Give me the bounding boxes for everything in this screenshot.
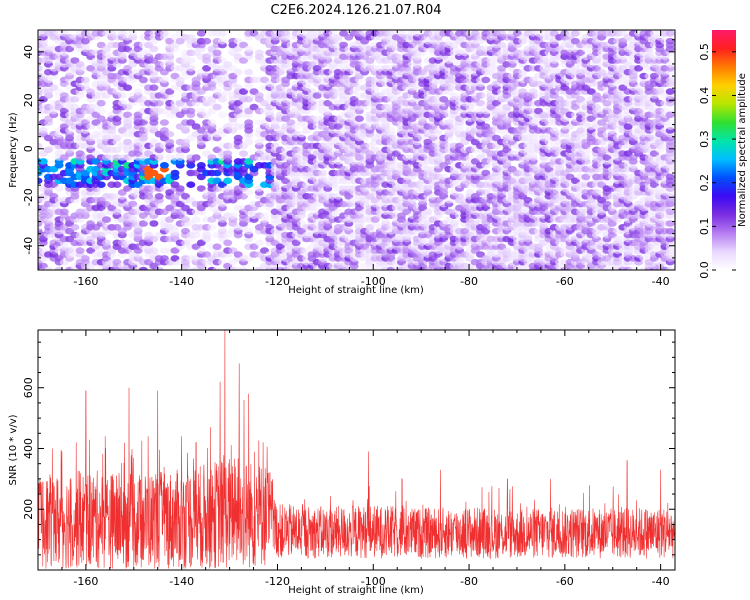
heatmap-cell — [80, 76, 90, 84]
heatmap-cell — [54, 185, 64, 192]
heatmap-cell — [223, 177, 233, 185]
heatmap-cell — [38, 177, 43, 185]
heatmap-cell — [186, 181, 196, 188]
heatmap-cell — [54, 266, 64, 270]
heatmap-cell — [112, 181, 122, 188]
heatmap-cell — [570, 30, 580, 37]
heatmap-cell — [117, 92, 127, 99]
heatmap-cell — [212, 243, 222, 250]
heatmap-cell — [223, 150, 233, 157]
heatmap-cell — [159, 119, 169, 126]
heatmap-cell — [96, 181, 106, 188]
heatmap-cell — [207, 224, 217, 231]
heatmap-cell — [75, 247, 85, 254]
heatmap-cell — [149, 45, 159, 53]
heatmap-cell — [138, 76, 148, 84]
heatmap-cell — [244, 189, 254, 196]
heatmap-cell — [102, 239, 111, 247]
heatmap-cell — [44, 266, 53, 270]
heatmap-cell — [318, 169, 327, 177]
heatmap-cell — [233, 134, 243, 142]
heatmap-cell — [239, 150, 248, 157]
heatmap-cell — [38, 142, 43, 150]
heatmap-cell — [191, 154, 201, 161]
heatmap-cell — [159, 76, 169, 84]
heatmap-cell — [186, 57, 196, 64]
heatmap-cell — [165, 130, 175, 138]
heatmap-cell — [154, 193, 164, 200]
heatmap-cell — [59, 208, 69, 216]
heatmap-cell — [354, 115, 364, 122]
heatmap-cell — [128, 30, 138, 37]
heatmap-cell — [165, 138, 175, 146]
heatmap-cell — [149, 247, 159, 254]
heatmap-cell — [254, 92, 264, 99]
heatmap-cell — [170, 169, 180, 177]
heatmap-cell — [202, 37, 212, 45]
heatmap-cell — [386, 127, 396, 134]
heatmap-cell — [96, 107, 106, 115]
heatmap-cell — [481, 76, 491, 84]
heatmap-cell — [154, 266, 164, 270]
heatmap-cell — [159, 162, 169, 169]
heatmap-cell — [223, 239, 233, 247]
figure-title: C2E6.2024.126.21.07.R04 — [270, 3, 441, 18]
heatmap-cell — [217, 30, 227, 37]
heatmap-cell — [102, 216, 111, 223]
heatmap-cell — [244, 227, 254, 235]
heatmap-cell — [244, 68, 254, 76]
heatmap-cell — [38, 127, 48, 134]
heatmap-cell — [239, 266, 248, 270]
heatmap-cell — [212, 266, 222, 270]
heatmap-cell — [149, 220, 159, 227]
heatmap-cell — [228, 212, 238, 219]
heatmap-cell — [149, 84, 159, 91]
heatmap-cell — [217, 111, 227, 119]
heatmap-cell — [233, 68, 243, 76]
heatmap-cell — [254, 239, 264, 247]
heatmap-cell — [175, 185, 185, 192]
heatmap-cell — [38, 158, 48, 165]
heatmap-cell — [254, 49, 264, 57]
heatmap-cell — [186, 107, 196, 115]
heatmap-cell — [112, 208, 122, 216]
heatmap-cell — [70, 224, 80, 231]
heatmap-cell — [212, 49, 222, 57]
heatmap-cell — [207, 119, 217, 126]
heatmap-cell — [138, 266, 148, 270]
heatmap-cell — [212, 103, 222, 111]
heatmap-cell — [196, 30, 206, 37]
heatmap-cell — [244, 45, 254, 53]
heatmap-cell — [260, 212, 269, 219]
heatmap-cell — [159, 30, 169, 37]
heatmap-cell — [80, 255, 90, 262]
heatmap-cell — [191, 216, 201, 223]
heatmap-cell — [96, 99, 106, 107]
heatmap-cell — [244, 119, 254, 126]
heatmap-cell — [133, 88, 143, 95]
spectrogram-cells — [38, 30, 675, 270]
heatmap-cell — [217, 37, 227, 45]
heatmap-cell — [123, 84, 133, 91]
heatmap-cell — [196, 162, 206, 169]
heatmap-cell — [186, 65, 196, 72]
